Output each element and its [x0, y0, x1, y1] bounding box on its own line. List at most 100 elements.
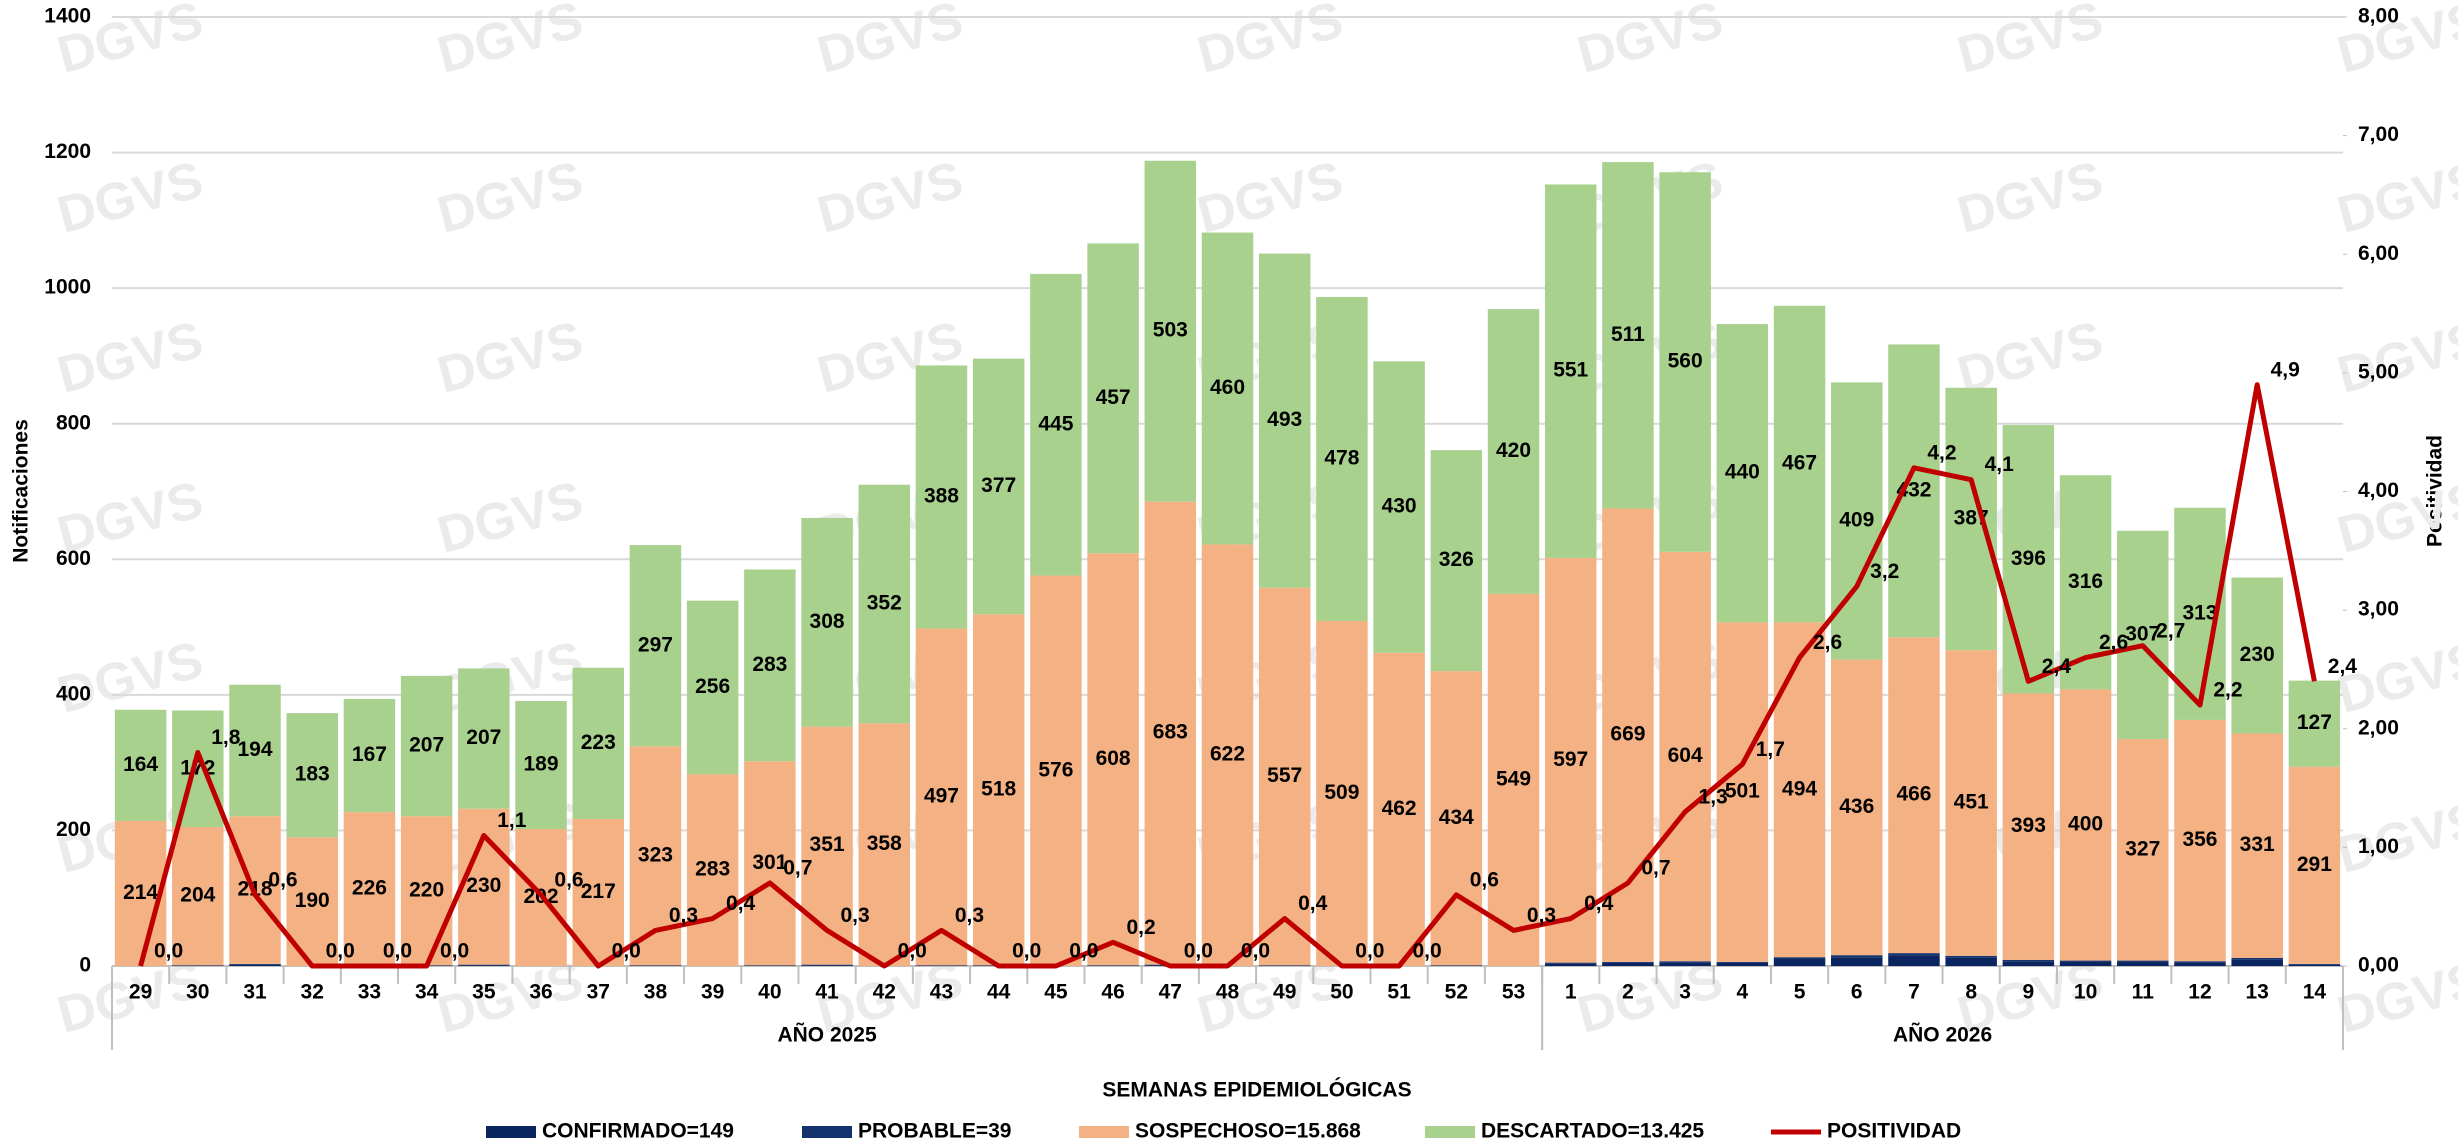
bar-segment: [1888, 955, 1940, 966]
bar-segment: [1201, 544, 1254, 966]
data-label: 352: [867, 592, 902, 615]
x-tick-label: 6: [1851, 981, 1863, 1004]
data-label: 669: [1610, 723, 1645, 746]
data-label: 356: [2182, 828, 2217, 851]
bar-segment: [458, 965, 510, 966]
watermark: DGVS: [1952, 151, 2109, 245]
bar-segment: [1430, 965, 1483, 966]
bar-segment: [1087, 553, 1139, 966]
data-label: 509: [1324, 781, 1359, 804]
bar-segment: [2117, 961, 2169, 966]
bar-segment: [2002, 961, 2055, 966]
line-label: 1,3: [1699, 785, 1728, 808]
line-label: 0,3: [669, 904, 698, 927]
data-label: 230: [466, 874, 501, 897]
data-label: 167: [352, 743, 387, 766]
line-label: 0,3: [840, 904, 869, 927]
y-tick-label: 0: [79, 954, 91, 977]
y-tick-label: 1400: [44, 5, 91, 28]
data-label: 377: [981, 474, 1016, 497]
data-label: 466: [1896, 783, 1931, 806]
bar-segment: [114, 709, 167, 821]
watermark: DGVS: [1192, 0, 1349, 85]
bar-segment: [2117, 960, 2169, 962]
data-label: 396: [2011, 547, 2046, 570]
line-label: 0,6: [554, 868, 583, 891]
data-label: 549: [1496, 767, 1531, 790]
data-label: 301: [752, 851, 787, 874]
x-tick-label: 39: [701, 981, 724, 1004]
bar-segment: [1659, 961, 1711, 963]
y2-tick-label: 2,00: [2358, 716, 2399, 739]
data-label: 204: [180, 884, 215, 907]
x-tick-label: 3: [1679, 981, 1691, 1004]
x-tick-label: 11: [2132, 981, 2155, 1004]
data-label: 297: [638, 633, 673, 656]
bar-segment: [2288, 964, 2341, 966]
group-label: AÑO 2026: [1893, 1024, 1992, 1047]
x-tick-label: 49: [1273, 981, 1296, 1004]
data-label: 434: [1439, 806, 1474, 829]
bar-segment: [1945, 650, 1997, 956]
bar-segment: [1716, 961, 1769, 963]
bar-segment: [2002, 425, 2055, 694]
bar-segment: [1659, 551, 1711, 962]
data-label: 683: [1153, 721, 1188, 744]
data-label: 457: [1096, 386, 1131, 409]
x-tick-label: 4: [1737, 981, 1749, 1004]
x-tick-label: 47: [1159, 981, 1182, 1004]
bar-segment: [1144, 160, 1197, 502]
bar-segment: [1430, 450, 1483, 672]
line-label: 0,4: [726, 892, 756, 915]
watermark: DGVS: [432, 151, 589, 245]
line-label: 0,2: [1126, 916, 1155, 939]
data-label: 451: [1954, 791, 1989, 814]
bar-segment: [2288, 680, 2341, 767]
data-label: 560: [1668, 350, 1703, 373]
x-tick-label: 48: [1216, 981, 1240, 1004]
bar-segment: [2174, 719, 2226, 962]
watermark: DGVS: [432, 0, 589, 85]
x-tick-label: 1: [1565, 981, 1577, 1004]
data-label: 494: [1782, 777, 1817, 800]
x-tick-label: 33: [358, 981, 381, 1004]
x-tick-label: 43: [930, 981, 953, 1004]
bar-segment: [1544, 557, 1597, 963]
line-label: 0,0: [1413, 940, 1442, 963]
line-label: 0,4: [1298, 892, 1328, 915]
bar-segment: [1888, 953, 1940, 956]
legend-swatch: [1425, 1126, 1475, 1138]
x-tick-label: 2: [1622, 981, 1634, 1004]
x-axis-title: SEMANAS EPIDEMIOLÓGICAS: [1102, 1078, 1411, 1102]
x-tick-label: 41: [815, 981, 839, 1004]
bar-segment: [629, 965, 682, 966]
data-label: 503: [1153, 319, 1188, 342]
legend-label: PROBABLE=39: [858, 1120, 1011, 1142]
legend-label: SOSPECHOSO=15.868: [1135, 1120, 1361, 1142]
bar-segment: [1716, 324, 1769, 623]
y-axis-title: Notificaciones: [10, 419, 33, 563]
data-label: 331: [2240, 833, 2275, 856]
line-label: 1,7: [1756, 738, 1785, 761]
bar-segment: [2059, 689, 2112, 961]
x-tick-label: 29: [129, 981, 152, 1004]
line-label: 2,6: [1813, 631, 1842, 654]
data-label: 127: [2297, 711, 2332, 734]
data-label: 604: [1668, 744, 1703, 767]
x-tick-label: 40: [758, 981, 781, 1004]
watermark: DGVS: [812, 151, 969, 245]
legend-label: DESCARTADO=13.425: [1481, 1120, 1704, 1142]
bar-segment: [1544, 962, 1597, 964]
legend-swatch: [486, 1126, 536, 1138]
data-label: 436: [1839, 795, 1874, 818]
y-tick-label: 600: [56, 547, 91, 570]
data-label: 307: [2125, 622, 2160, 645]
bar-segment: [1602, 162, 1654, 509]
bar-segment: [1831, 659, 1883, 956]
bar-segment: [1773, 957, 1826, 959]
bar-segment: [915, 365, 968, 629]
bar-segment: [1888, 344, 1940, 638]
data-label: 327: [2125, 837, 2160, 860]
line-label: 0,0: [612, 940, 641, 963]
bar-segment: [1773, 958, 1826, 966]
